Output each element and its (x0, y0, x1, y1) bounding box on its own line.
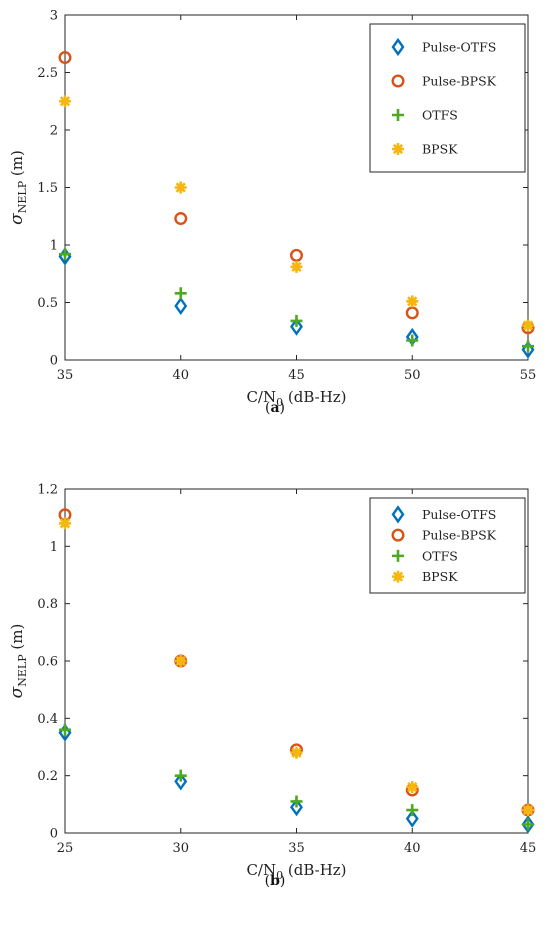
data-point (521, 815, 535, 834)
data-point (59, 517, 71, 530)
legend-label: Pulse-BPSK (422, 74, 497, 89)
legend-label: OTFS (422, 548, 458, 563)
data-point (290, 260, 303, 273)
y-tick-label: 1.2 (37, 483, 58, 498)
legend-marker (391, 74, 405, 88)
data-point (522, 804, 534, 817)
y-tick-label: 3 (50, 9, 58, 24)
y-tick-label: 1.5 (37, 181, 58, 196)
x-tick-label: 45 (520, 841, 537, 856)
data-point (59, 723, 71, 736)
x-tick-label: 45 (288, 368, 305, 383)
panel-caption: (a) (265, 400, 285, 416)
x-axis-title: C/N0 (dB-Hz) (246, 388, 346, 409)
legend-label: Pulse-OTFS (422, 40, 496, 55)
data-point (406, 334, 419, 347)
y-tick-label: 0.8 (37, 597, 58, 612)
legend-marker (392, 143, 404, 155)
chart-panel-2: 25 30 35 40 45 0 0.2 0.4 0.6 0.8 1 1.2 C/N0 (dB-Hz) σ… (7, 483, 536, 890)
x-axis-title: C/N0 (dB-Hz) (246, 861, 346, 882)
data-point (290, 248, 304, 262)
legend-marker (391, 528, 405, 542)
data-point (406, 781, 419, 794)
legend-label: BPSK (422, 142, 458, 157)
legend-marker (392, 570, 404, 583)
x-tick-label: 25 (57, 841, 74, 856)
y-tick-label: 2 (50, 124, 58, 139)
data-point (174, 655, 187, 667)
x-tick-label: 40 (404, 841, 421, 856)
data-point (174, 772, 188, 791)
legend-label: Pulse-OTFS (422, 507, 496, 522)
chart-panel-1: 35 40 45 50 55 0 0.5 1 1.5 2 2.5 3 C/N0 (dB-Hz) σNELP… (7, 9, 536, 417)
legend: Pulse-OTFS Pulse-BPSK OTFS BPSK (369, 23, 526, 173)
data-point (59, 95, 71, 108)
data-point (522, 319, 534, 332)
series-bpsk (59, 517, 534, 817)
panel-caption: (b) (265, 873, 286, 889)
data-point (290, 746, 303, 759)
legend-label: OTFS (422, 108, 458, 123)
data-point (405, 306, 419, 320)
data-point (522, 818, 534, 831)
data-point (59, 248, 71, 261)
data-point (406, 804, 419, 817)
data-point (290, 798, 303, 817)
series-bpsk (59, 95, 534, 332)
data-point (58, 51, 72, 65)
legend-label: BPSK (422, 569, 458, 584)
series-otfs (59, 248, 534, 353)
legend-label: Pulse-BPSK (422, 528, 497, 543)
y-tick-label: 0.4 (37, 712, 58, 727)
data-point (522, 340, 534, 353)
data-point (290, 795, 303, 808)
data-point (290, 317, 303, 336)
data-point (405, 809, 419, 828)
x-tick-label: 50 (404, 368, 421, 383)
data-point (174, 212, 188, 226)
y-tick-label: 0.6 (37, 655, 58, 670)
data-point (290, 314, 303, 327)
y-tick-label: 0.2 (37, 769, 58, 784)
x-tick-label: 55 (520, 368, 537, 383)
x-tick-label: 35 (57, 368, 74, 383)
y-tick-label: 2.5 (37, 66, 58, 81)
x-tick-label: 30 (172, 841, 189, 856)
legend-marker (392, 109, 404, 121)
y-axis-title: σNELP (m) (7, 624, 29, 699)
y-tick-label: 0.5 (37, 296, 58, 311)
x-tick-label: 40 (172, 368, 189, 383)
data-point (174, 296, 188, 316)
data-point (174, 287, 187, 300)
y-tick-label: 0 (50, 354, 58, 369)
data-point (406, 295, 419, 308)
series-otfs (59, 723, 534, 831)
series-pulse-otfs (58, 723, 535, 834)
data-point (174, 769, 187, 782)
legend-marker (392, 549, 404, 562)
legend-marker (391, 505, 405, 524)
legend: Pulse-OTFS Pulse-BPSK OTFS BPSK (369, 497, 526, 594)
y-tick-label: 1 (50, 239, 58, 254)
legend-marker (391, 37, 405, 57)
y-tick-label: 0 (50, 827, 58, 842)
x-tick-label: 35 (288, 841, 305, 856)
y-axis-title: σNELP (m) (7, 150, 29, 225)
data-point (174, 181, 187, 194)
y-tick-label: 1 (50, 540, 58, 555)
